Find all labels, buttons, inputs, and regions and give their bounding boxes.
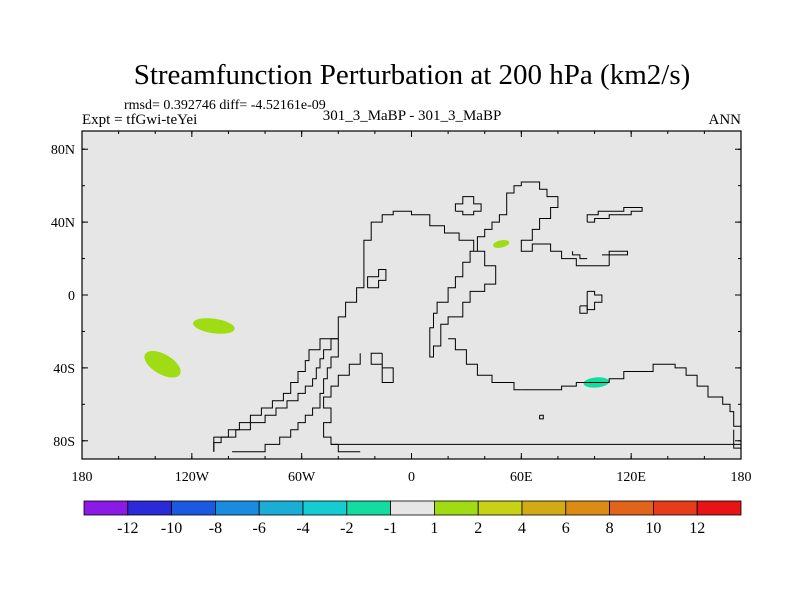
colorbar-swatch <box>521 500 567 516</box>
coastline-iceland-outline <box>367 269 387 289</box>
coastline-japan-islands <box>586 207 643 223</box>
x-tick-label: 60E <box>510 470 533 485</box>
colorbar-label: 4 <box>518 520 526 537</box>
colorbar-label: -10 <box>161 520 182 537</box>
coastline-small-island <box>579 305 588 314</box>
mid-east-anomaly <box>493 240 510 248</box>
coastline-inner-ridge <box>232 338 339 453</box>
colorbar-label: 10 <box>645 520 661 537</box>
south-pacific-anomaly <box>144 350 181 378</box>
colorbar-label: -8 <box>209 520 222 537</box>
y-tick-label: 40S <box>53 362 75 377</box>
y-tick-label: 40N <box>51 216 75 231</box>
colorbar-label: -12 <box>117 520 138 537</box>
experiment-label: Expt = tfGwi-teYei <box>82 112 197 128</box>
case-label: 301_3_MaBP - 301_3_MaBP <box>323 108 502 124</box>
colorbar-swatch <box>258 500 304 516</box>
colorbar-label: 6 <box>562 520 570 537</box>
stats-line: rmsd= 0.392746 diff= -4.52161e-09 <box>124 98 326 113</box>
coastline-indonesia-island <box>586 290 603 311</box>
coastline-east-chain <box>370 352 394 383</box>
colorbar-label: 1 <box>430 520 438 537</box>
map-background <box>82 131 741 459</box>
colorbar-label: 12 <box>689 520 705 537</box>
coastline-main-landmass <box>213 181 610 452</box>
colorbar-swatch <box>565 500 610 516</box>
colorbar-swatch <box>433 500 479 516</box>
colorbar: -12 -10 -8 -6 -4 -2 -1 1 2 4 6 8 10 12 <box>83 500 742 537</box>
colorbar-swatch <box>696 500 742 516</box>
coastline-asia-east-outline <box>601 250 628 266</box>
colorbar-swatch <box>390 500 435 516</box>
x-tick-label: 120W <box>175 470 210 485</box>
colorbar-label: 2 <box>474 520 482 537</box>
colorbar-label: 8 <box>606 520 614 537</box>
x-tick-label: 60W <box>288 470 316 485</box>
x-tick-label: 180 <box>72 470 93 485</box>
season-label: ANN <box>709 112 742 128</box>
coastline-southern-coast-west <box>448 338 522 391</box>
colorbar-label: -6 <box>253 520 266 537</box>
colorbar-swatch <box>127 500 173 516</box>
chart-title: Streamfunction Perturbation at 200 hPa (… <box>134 59 691 91</box>
x-tick-label: 120E <box>616 470 646 485</box>
colorbar-swatch <box>214 500 260 516</box>
colorbar-swatch <box>171 500 216 516</box>
colorbar-swatch <box>346 500 391 516</box>
colorbar-swatch <box>609 500 654 516</box>
y-tick-label: 0 <box>68 289 75 304</box>
y-tick-label: 80S <box>53 435 75 450</box>
axis-layer: 180 120W 60W 0 60E 120E 180 80N 40N 0 40S 80S <box>51 131 752 485</box>
x-tick-label: 180 <box>731 470 752 485</box>
coastline-southern-coast <box>521 363 741 427</box>
colorbar-swatch <box>477 500 523 516</box>
colorbar-label: -1 <box>384 520 397 537</box>
colorbar-swatch <box>302 500 348 516</box>
tropical-pacific-anomaly <box>192 318 235 334</box>
colorbar-label: -2 <box>340 520 353 537</box>
colorbar-label: -4 <box>296 520 309 537</box>
coastline-east-asia-inlet <box>572 251 588 260</box>
coastline-layer <box>213 181 741 453</box>
y-tick-label: 80N <box>51 143 75 158</box>
colorbar-swatch <box>83 500 129 516</box>
coastline-south-america-channel <box>213 338 339 452</box>
x-tick-label: 0 <box>408 470 415 485</box>
colorbar-swatch <box>653 500 698 516</box>
coastline-madagascar <box>539 414 544 420</box>
coastline-inner-sea-outline <box>454 196 482 216</box>
coastline-east-tip <box>733 429 741 445</box>
